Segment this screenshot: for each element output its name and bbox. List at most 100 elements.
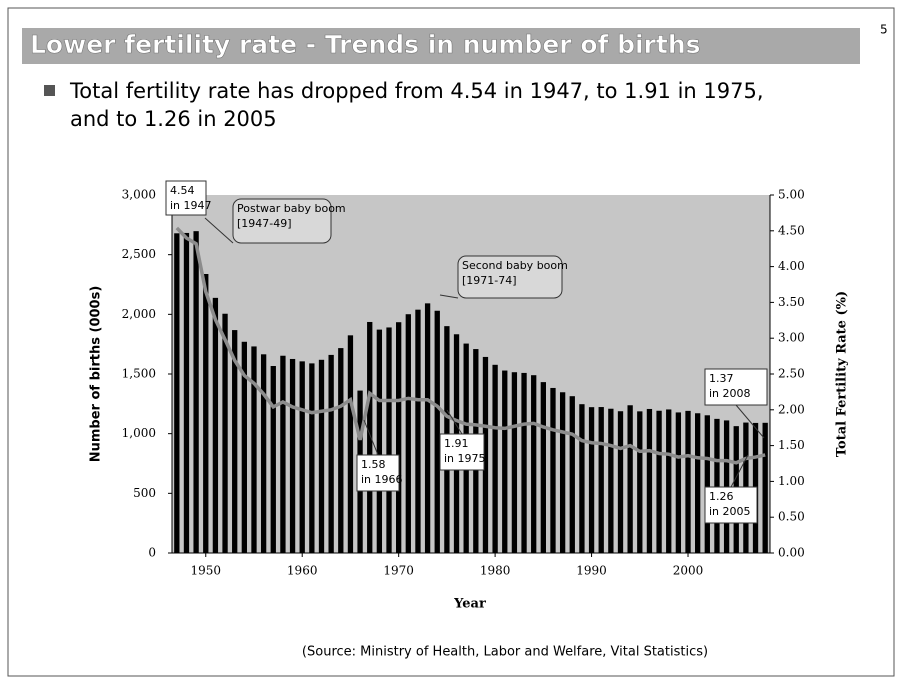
y2-tick-label: 4.50 [778, 223, 805, 237]
y-tick-label: 0 [148, 546, 156, 560]
callout-box [356, 454, 400, 492]
callout-text: 1.26 [709, 490, 734, 503]
bar [212, 297, 219, 553]
bar [309, 363, 315, 553]
fertility-line [175, 226, 766, 465]
callout-text: Second baby boom [462, 259, 568, 272]
bar [193, 231, 199, 553]
y2-tick-label: 4.00 [778, 259, 805, 273]
bar [318, 359, 325, 553]
bar [376, 329, 383, 553]
y-tick-label: 2,000 [122, 307, 156, 321]
y2-tick-label: 0.50 [778, 510, 805, 524]
bar [531, 375, 537, 553]
bar [396, 322, 402, 553]
x-tick-label: 1980 [480, 564, 511, 578]
x-tick-label: 1990 [576, 564, 607, 578]
bullet-icon [44, 85, 55, 96]
bar [270, 366, 276, 553]
bar [502, 370, 508, 553]
bar [637, 411, 643, 553]
callout-pointer [446, 409, 463, 435]
callout-text: 1.91 [444, 437, 469, 450]
y-tick-label: 1,000 [122, 426, 156, 440]
bar [183, 232, 190, 553]
callout-pointer [439, 294, 459, 299]
y2-axis-title: Total Fertility Rate (%) [835, 291, 850, 457]
bar [666, 409, 672, 553]
callout-pointer [204, 217, 234, 244]
callout-box [165, 180, 207, 216]
callout-text: in 1975 [444, 452, 486, 465]
callout-text: Postwar baby boom [237, 202, 346, 215]
bar [492, 364, 498, 553]
x-axis-title: Year [453, 597, 486, 612]
source: (Source: Ministry of Health, Labor and W… [302, 645, 708, 660]
bar [521, 372, 527, 553]
callout-pointer [735, 404, 765, 439]
callout-text: [1947-49] [237, 217, 292, 230]
title-bar [22, 28, 860, 64]
bar [405, 314, 411, 553]
bar [704, 415, 710, 553]
bar [203, 273, 209, 553]
bar [675, 412, 682, 553]
y2-tick-label: 1.50 [778, 438, 805, 452]
x-tick-label: 1950 [190, 564, 221, 578]
bar [232, 330, 238, 553]
y-tick-label: 2,500 [122, 247, 156, 261]
bar [338, 348, 344, 553]
bar [540, 382, 546, 553]
callout-text: in 1947 [170, 199, 212, 212]
callout-pointer [363, 419, 379, 456]
bullet-text: and to 1.26 in 2005 [70, 107, 277, 131]
bar [559, 392, 566, 553]
bar [415, 309, 421, 553]
callout-pointer [730, 454, 749, 488]
bar [569, 396, 575, 553]
bar [598, 407, 604, 553]
bar [222, 313, 228, 553]
callout-box [704, 486, 758, 524]
callout-box [704, 368, 768, 406]
bar [299, 361, 305, 553]
bar [251, 346, 257, 553]
y2-tick-label: 0.00 [778, 546, 805, 560]
bar [434, 310, 440, 553]
bar [685, 410, 691, 553]
bar [617, 411, 624, 553]
bar [347, 335, 354, 553]
y2-tick-label: 2.50 [778, 367, 805, 381]
callout-text: [1971-74] [462, 274, 517, 287]
bar [608, 408, 614, 553]
callout-box [439, 433, 485, 471]
callout-text: in 2008 [709, 387, 751, 400]
bar [367, 321, 373, 553]
bar [588, 407, 595, 553]
bar [241, 341, 247, 553]
bar [550, 387, 556, 553]
callout-text: in 1966 [361, 473, 403, 486]
y-tick-label: 1,500 [122, 367, 156, 381]
bar [714, 418, 720, 553]
y2-tick-label: 3.00 [778, 331, 805, 345]
bar [424, 303, 431, 553]
callout-text: 1.37 [709, 372, 734, 385]
bar [482, 356, 489, 553]
bar [328, 354, 334, 553]
x-tick-label: 2000 [673, 564, 704, 578]
bar [579, 404, 585, 553]
bar [289, 358, 296, 553]
callout-text: 4.54 [170, 184, 195, 197]
y-tick-label: 3,000 [122, 188, 156, 202]
bar [511, 372, 518, 553]
page-number: 5 [880, 23, 888, 37]
bar [174, 233, 180, 553]
y-axis-title: Number of births (000s) [89, 286, 104, 463]
y2-tick-label: 5.00 [778, 188, 805, 202]
callout-text: in 2005 [709, 505, 751, 518]
bar [627, 405, 633, 553]
y-tick-label: 500 [133, 486, 156, 500]
bar [646, 408, 653, 553]
bar [656, 410, 662, 553]
